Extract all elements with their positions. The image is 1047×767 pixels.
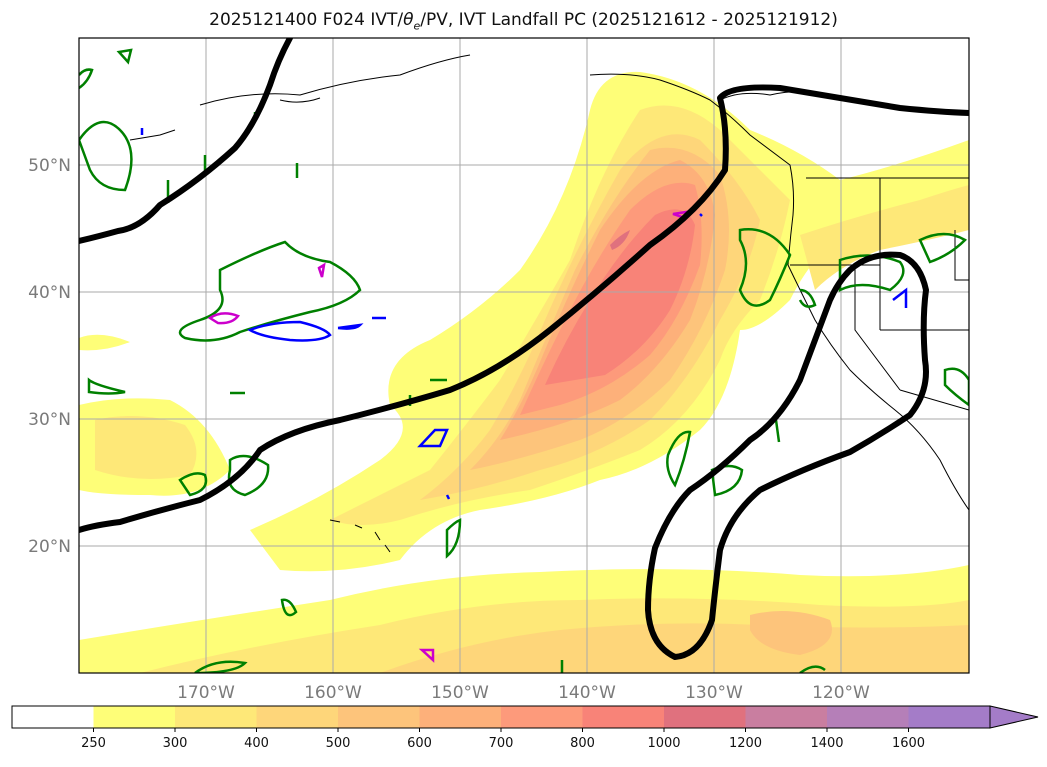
- lat-label: 20°N: [28, 537, 71, 557]
- lon-label: 150°W: [431, 683, 489, 703]
- map-frame: [78, 37, 970, 674]
- gridlines: [79, 38, 969, 673]
- lon-label: 160°W: [304, 683, 362, 703]
- magenta-contours: [207, 210, 688, 663]
- colorbar-segment: [419, 706, 502, 728]
- colorbar-segment: [827, 706, 909, 728]
- colorbar-segment: [908, 706, 991, 728]
- colorbar-segment: [664, 706, 746, 728]
- colorbar: [11, 705, 1039, 729]
- colorbar-segment: [256, 706, 339, 728]
- colorbar-segment: [93, 706, 176, 728]
- map-title: 2025121400 F024 IVT/θe/PV, IVT Landfall …: [209, 10, 838, 33]
- lon-label: 140°W: [558, 683, 616, 703]
- colorbar-segment: [501, 706, 583, 728]
- colorbar-level-label: 300: [163, 736, 188, 751]
- colorbar-level-label: 1200: [729, 736, 762, 751]
- colorbar-segment: [338, 706, 420, 728]
- colorbar-level-label: 800: [570, 736, 595, 751]
- colorbar-level-label: 1600: [892, 736, 925, 751]
- colorbar-level-label: 400: [244, 736, 269, 751]
- colorbar-level-label: 700: [489, 736, 514, 751]
- lon-label: 120°W: [812, 683, 870, 703]
- lon-label: 170°W: [177, 683, 235, 703]
- colorbar-labels: 250 300 400 500 600 700 800 1000 1200 1400 1600: [81, 728, 925, 751]
- colorbar-segment: [582, 706, 665, 728]
- latitude-labels: 50°N 40°N 30°N 20°N: [28, 156, 71, 557]
- colorbar-segment: [745, 706, 828, 728]
- lat-label: 30°N: [28, 410, 71, 430]
- theta-e-contours: [140, 128, 908, 500]
- colorbar-level-label: 250: [81, 736, 106, 751]
- longitude-labels: 170°W 160°W 150°W 140°W 130°W 120°W: [177, 683, 870, 703]
- map-area: [79, 38, 969, 673]
- colorbar-level-label: 1000: [647, 736, 680, 751]
- colorbar-segment: [12, 706, 94, 728]
- colorbar-extend-arrow: [989, 705, 1039, 729]
- colorbar-level-label: 600: [407, 736, 432, 751]
- pv-contours: [79, 48, 969, 673]
- lat-label: 50°N: [28, 156, 71, 176]
- lon-label: 130°W: [685, 683, 743, 703]
- colorbar-level-label: 1400: [810, 736, 843, 751]
- landfall-pc-contour: [79, 38, 969, 660]
- colorbar-segment: [175, 706, 257, 728]
- lat-label: 40°N: [28, 283, 71, 303]
- colorbar-level-label: 500: [326, 736, 351, 751]
